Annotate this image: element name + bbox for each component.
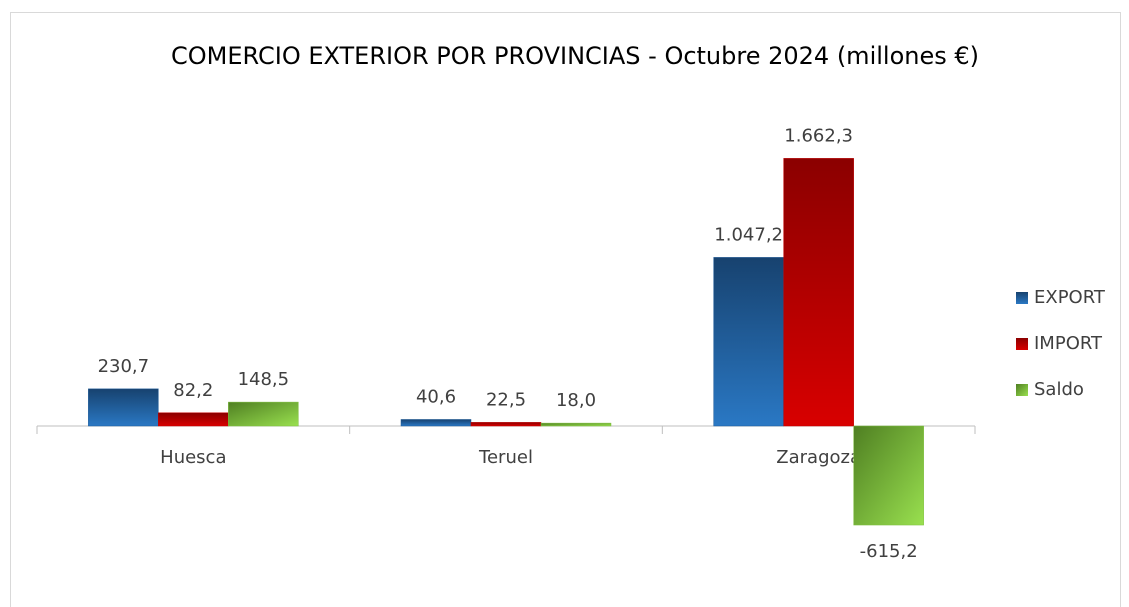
bar	[88, 388, 159, 427]
legend-swatch	[1016, 292, 1028, 304]
bar	[400, 419, 472, 427]
legend-swatch	[1016, 384, 1028, 396]
bar	[540, 422, 612, 427]
bar	[470, 422, 542, 427]
x-tick-label: Teruel	[478, 447, 533, 468]
chart-title: COMERCIO EXTERIOR POR PROVINCIAS - Octub…	[171, 42, 979, 70]
legend-swatch	[1016, 338, 1028, 350]
data-label: -615,2	[860, 541, 918, 562]
bar	[853, 425, 924, 526]
chart-frame	[10, 12, 1121, 607]
legend-label: IMPORT	[1034, 333, 1103, 354]
data-label: 1.047,2	[714, 224, 783, 245]
data-label: 22,5	[486, 389, 526, 410]
legend-label: Saldo	[1034, 379, 1084, 400]
bar	[228, 401, 299, 427]
data-label: 1.662,3	[784, 125, 853, 146]
data-label: 230,7	[98, 356, 150, 377]
x-tick-label: Huesca	[160, 447, 226, 468]
data-label: 148,5	[238, 369, 290, 390]
x-tick-label: Zaragoza	[776, 447, 861, 468]
bar	[158, 412, 229, 427]
bar	[783, 158, 854, 427]
legend-label: EXPORT	[1034, 287, 1106, 308]
data-label: 18,0	[556, 390, 596, 411]
data-label: 40,6	[416, 386, 456, 407]
data-label: 82,2	[173, 380, 213, 401]
bar	[713, 257, 784, 427]
